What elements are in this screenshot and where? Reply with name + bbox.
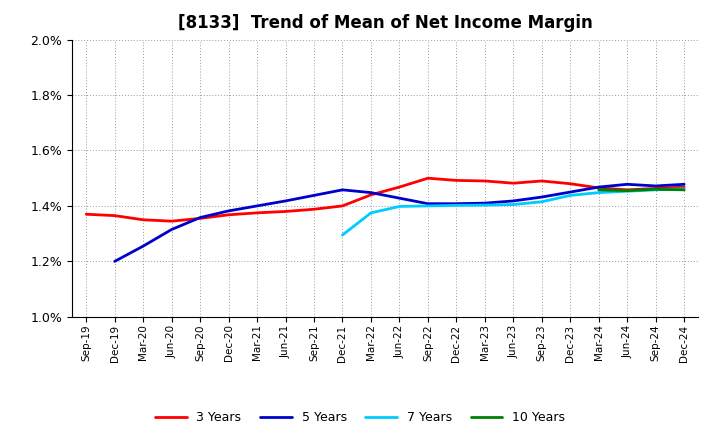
5 Years — [310, 193, 318, 198]
3 Years — [395, 184, 404, 190]
7 Years — [338, 232, 347, 238]
5 Years — [509, 198, 518, 204]
3 Years — [310, 207, 318, 212]
5 Years — [566, 189, 575, 194]
Line: 7 Years: 7 Years — [343, 189, 684, 235]
7 Years — [423, 203, 432, 209]
3 Years — [509, 180, 518, 186]
5 Years — [253, 203, 261, 209]
7 Years — [652, 187, 660, 192]
3 Years — [480, 178, 489, 183]
7 Years — [595, 190, 603, 195]
Line: 3 Years: 3 Years — [86, 178, 684, 221]
7 Years — [566, 193, 575, 198]
3 Years — [139, 217, 148, 222]
Title: [8133]  Trend of Mean of Net Income Margin: [8133] Trend of Mean of Net Income Margi… — [178, 15, 593, 33]
Line: 5 Years: 5 Years — [114, 184, 684, 261]
3 Years — [452, 178, 461, 183]
7 Years — [537, 199, 546, 205]
3 Years — [167, 219, 176, 224]
5 Years — [139, 243, 148, 249]
5 Years — [423, 201, 432, 206]
3 Years — [595, 185, 603, 191]
Line: 10 Years: 10 Years — [599, 189, 684, 191]
5 Years — [452, 201, 461, 206]
3 Years — [282, 209, 290, 214]
5 Years — [680, 182, 688, 187]
5 Years — [623, 182, 631, 187]
5 Years — [366, 190, 375, 195]
7 Years — [509, 202, 518, 207]
3 Years — [82, 212, 91, 217]
7 Years — [480, 202, 489, 208]
3 Years — [680, 184, 688, 190]
5 Years — [480, 201, 489, 206]
Legend: 3 Years, 5 Years, 7 Years, 10 Years: 3 Years, 5 Years, 7 Years, 10 Years — [150, 407, 570, 429]
5 Years — [225, 208, 233, 213]
7 Years — [395, 204, 404, 209]
10 Years — [680, 187, 688, 192]
3 Years — [537, 178, 546, 183]
3 Years — [423, 176, 432, 181]
7 Years — [452, 203, 461, 208]
3 Years — [253, 210, 261, 216]
10 Years — [623, 188, 631, 193]
7 Years — [366, 210, 375, 216]
3 Years — [566, 181, 575, 187]
5 Years — [537, 194, 546, 200]
10 Years — [595, 187, 603, 192]
5 Years — [167, 227, 176, 232]
3 Years — [366, 192, 375, 198]
3 Years — [110, 213, 119, 218]
5 Years — [395, 195, 404, 201]
10 Years — [652, 187, 660, 192]
5 Years — [338, 187, 347, 192]
5 Years — [595, 184, 603, 190]
3 Years — [196, 216, 204, 221]
5 Years — [282, 198, 290, 204]
5 Years — [110, 259, 119, 264]
3 Years — [652, 186, 660, 191]
3 Years — [338, 203, 347, 209]
7 Years — [623, 189, 631, 194]
3 Years — [623, 187, 631, 192]
5 Years — [652, 183, 660, 189]
7 Years — [680, 186, 688, 191]
3 Years — [225, 212, 233, 217]
5 Years — [196, 215, 204, 220]
